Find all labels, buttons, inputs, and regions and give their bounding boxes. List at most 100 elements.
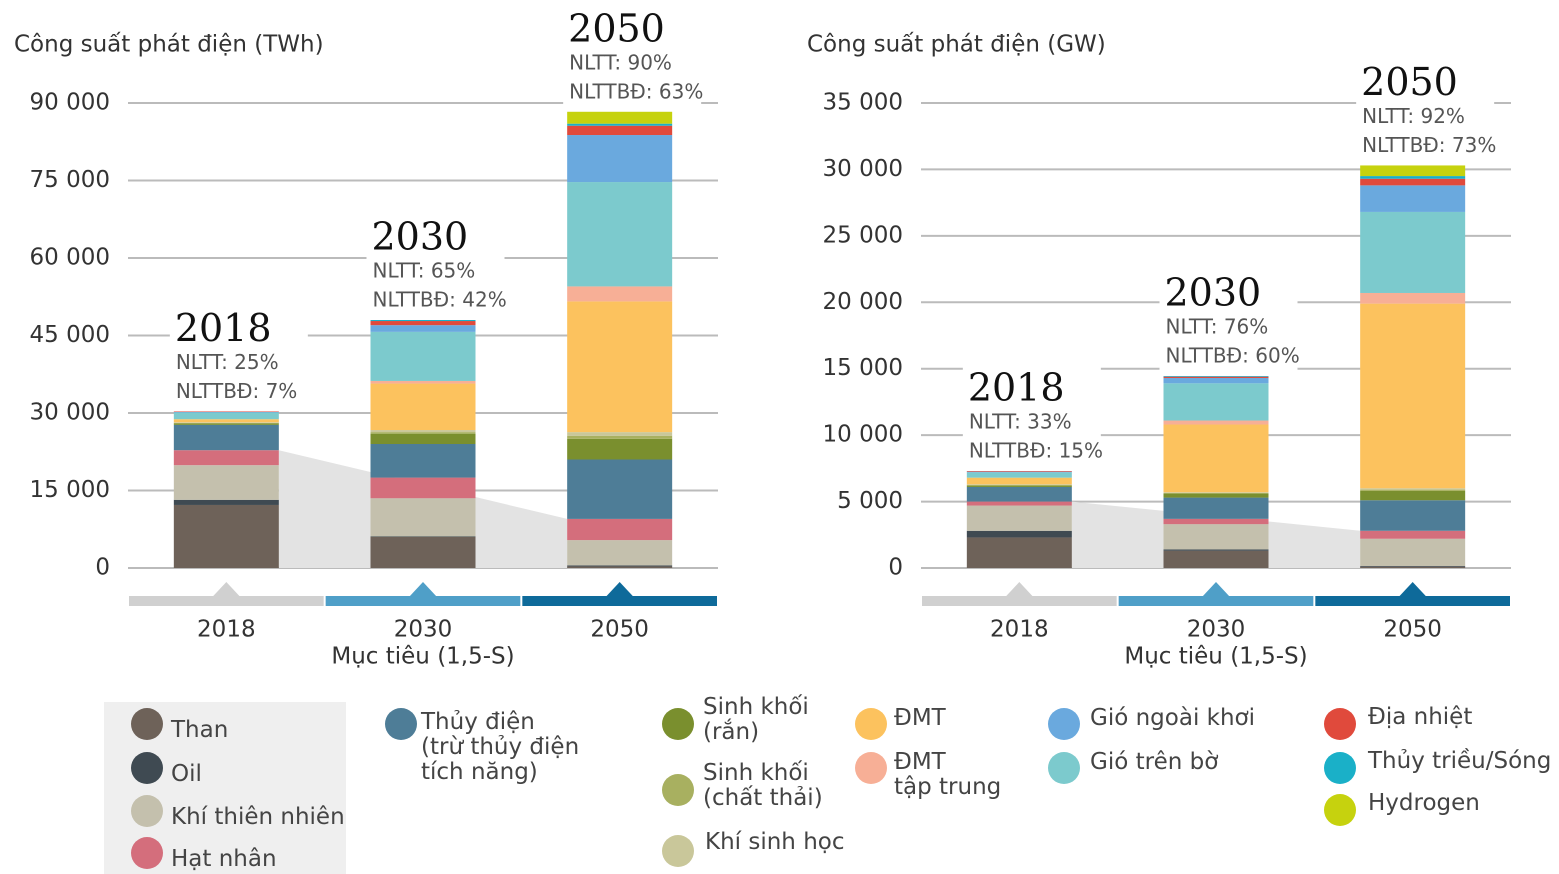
annotation-bg [1159,266,1298,371]
bar-segment [173,411,279,412]
bar-segment [567,565,673,567]
category-marker [1202,582,1230,597]
category-marker [409,582,437,597]
bar-segment [1163,518,1269,525]
bar-segment [1163,492,1269,493]
legend-swatch [1048,752,1080,784]
legend-swatch [855,708,887,740]
y-tick-label: 75 000 [30,167,110,193]
bar-segment [370,320,476,322]
bar-segment [173,450,279,466]
y-tick-label: 15 000 [30,477,110,503]
bar-segment [1360,489,1466,491]
bar-segment [1360,178,1466,186]
annotation-line: NLTT: 65% [373,259,476,283]
annotation-bg [962,361,1101,466]
bar-segment [1360,538,1466,567]
bar-segment [1360,185,1466,212]
bar-segment [1360,566,1466,567]
bar-segment [370,331,476,381]
bar-segment [567,125,673,136]
annotation-title: 2050 [1361,60,1458,104]
y-tick-label: 5 000 [837,488,903,514]
bar-segment [370,321,476,326]
x-axis-label: Mục tiêu (1,5-S) [1124,644,1307,670]
bar-segment [966,472,1072,478]
x-tick-label: 2030 [1187,617,1246,643]
legend-swatch [131,752,163,784]
bar-segment [567,182,673,287]
bar-segment [966,471,1072,473]
bar-segment [1163,550,1269,568]
y-tick-label: 35 000 [823,90,903,116]
x-tick-label: 2050 [590,617,649,643]
bar-segment [370,433,476,444]
bar-segment [1163,378,1269,384]
bar-segment [173,465,279,500]
legend-label: Hạt nhân [171,846,277,872]
bar-segment [966,484,1072,486]
legend-label: Hydrogen [1368,790,1480,816]
legend-swatch [131,708,163,740]
bar-segment [1163,549,1269,551]
bar-segment [1163,497,1269,519]
annotation-line: NLTTBĐ: 42% [373,288,507,312]
legend-swatch [1324,794,1356,826]
legend-swatch [131,795,163,827]
bar-segment [567,435,673,439]
x-axis-label: Mục tiêu (1,5-S) [331,644,514,670]
bar-segment [370,477,476,499]
annotation-line: NLTT: 90% [569,50,672,74]
bar-segment [1360,566,1466,568]
bar-segment [567,518,673,541]
bar-segment [1163,492,1269,494]
legend-label: Than [171,717,229,743]
legend-label: ĐMT tập trung [894,749,1002,800]
y-tick-label: 60 000 [30,245,110,271]
annotation-title: 2050 [568,6,665,50]
bar-segment [567,438,673,460]
x-tick-label: 2030 [394,617,453,643]
y-tick-label: 25 000 [823,222,903,248]
legend-swatch [662,708,694,740]
y-tick-label: 20 000 [823,289,903,315]
legend-label: Sinh khối (rắn) [703,694,809,745]
legend-label: Địa nhiệt [1368,704,1473,730]
legend-label: Khí sinh học [705,829,845,855]
bar-segment [966,537,1072,568]
bar-segment [173,424,279,451]
bar-segment [567,286,673,302]
chart-title: Công suất phát điện (TWh) [14,32,324,58]
legend-label: Sinh khối (chất thải) [703,760,823,811]
bar-segment [966,477,1072,485]
legend-label: Thủy điện (trừ thủy điện tích năng) [421,709,580,785]
legend-swatch [385,708,417,740]
bar-segment [567,301,673,433]
legend-swatch [1324,752,1356,784]
bar-segment [966,501,1072,506]
category-strip [922,596,1117,606]
annotation-title: 2018 [175,306,272,350]
bar-segment [173,422,279,424]
annotation-line: NLTTBĐ: 7% [176,379,297,403]
bar-segment [966,505,1072,531]
category-marker [1005,582,1034,597]
bar-segment [370,383,476,431]
bar-segment [173,423,279,425]
legend-label: Gió ngoài khơi [1090,705,1255,731]
bar-segment [370,430,476,433]
bar-segment [567,432,673,436]
bar-segment [173,422,279,423]
bar-segment [1163,376,1269,379]
bar-segment [370,498,476,537]
legend-label: Khí thiên nhiên [171,804,345,830]
bar-segment [966,471,1072,472]
bar-segment [966,484,1072,485]
legend-label: Gió trên bờ [1090,749,1219,775]
category-marker [605,582,634,597]
x-tick-label: 2050 [1383,617,1442,643]
bar-segment [173,412,279,420]
bar-segment [1163,424,1269,493]
